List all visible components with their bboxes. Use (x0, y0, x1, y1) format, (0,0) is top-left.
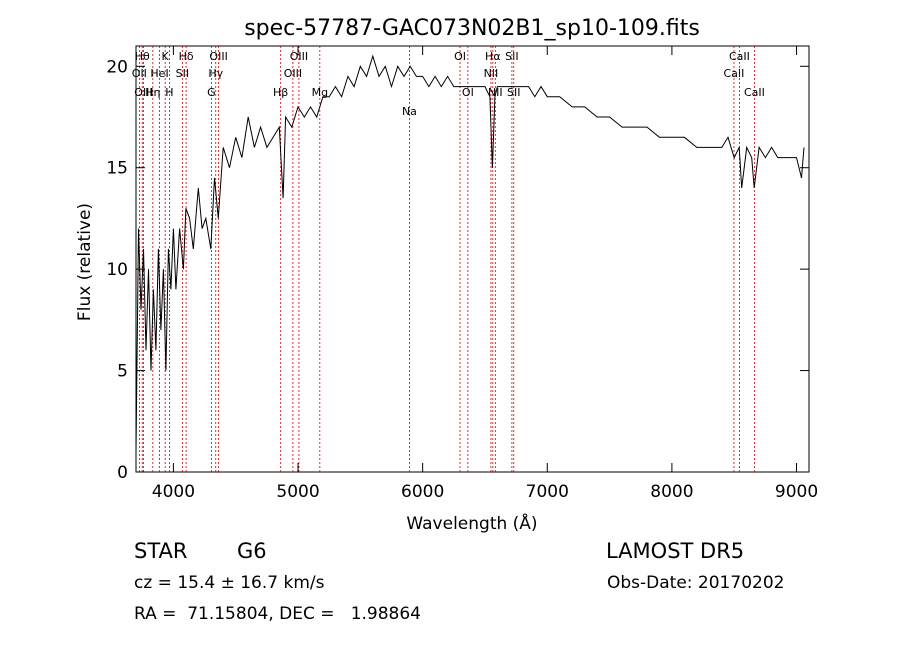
line-marker-label: Hθ (135, 50, 150, 63)
line-marker-label: Hη (145, 86, 160, 99)
y-tick-label: 20 (106, 57, 128, 77)
line-marker-label: OIII (290, 50, 308, 63)
line-marker-label: Hβ (273, 86, 288, 99)
y-tick-label: 0 (117, 463, 128, 483)
x-tick-label: 6000 (401, 482, 444, 502)
line-marker-label: SII (505, 50, 518, 63)
line-markers: HθOIIOIIIHηHeIKHSIIHδGHγOIIIHβOIIIOIIIMg… (132, 46, 765, 472)
line-marker-label: CaII (724, 67, 745, 80)
line-marker-label: OI (454, 50, 466, 63)
observation-date: Obs-Date: 20170202 (607, 573, 785, 593)
line-marker-label: CaII (744, 86, 765, 99)
line-marker-label: G (207, 86, 216, 99)
x-tick-label: 8000 (650, 482, 693, 502)
survey-name: LAMOST DR5 (606, 539, 745, 563)
x-tick-label: 7000 (526, 482, 569, 502)
redshift-readout: cz = 15.4 ± 16.7 km/s (134, 573, 325, 593)
line-marker-label: K (162, 50, 170, 63)
line-marker-label: Hα (485, 50, 501, 63)
line-marker-label: NII (488, 86, 503, 99)
line-marker-label: OIII (209, 50, 227, 63)
axis-ticks: 4000 5000 6000 7000 8000 9000 0 5 10 15 20 (106, 46, 818, 502)
x-tick-label: 5000 (276, 482, 319, 502)
line-marker-label: CaII (729, 50, 750, 63)
line-marker-label: Hδ (179, 50, 194, 63)
line-marker-label: OIII (284, 67, 302, 80)
line-marker-label: HeI (150, 67, 168, 80)
line-marker-label: SII (176, 67, 189, 80)
line-marker-label: OIII (134, 86, 152, 99)
object-type: STAR (134, 539, 188, 563)
x-axis-label: Wavelength (Å) (406, 512, 537, 534)
y-tick-label: 10 (106, 260, 128, 280)
line-marker-label: H (165, 86, 173, 99)
line-marker-label: SII (507, 86, 520, 99)
line-marker-label: OI (462, 86, 474, 99)
object-subclass: G6 (237, 539, 267, 563)
y-tick-label: 5 (117, 362, 128, 382)
line-marker-label: Hγ (208, 67, 223, 80)
chart-title: spec-57787-GAC073N02B1_sp10-109.fits (244, 16, 700, 41)
line-marker-label: NII (484, 67, 499, 80)
coordinates-readout: RA = 71.15804, DEC = 1.98864 (134, 604, 421, 624)
line-marker-label: Mg (312, 86, 328, 99)
line-marker-label: OII (132, 67, 147, 80)
y-tick-label: 15 (106, 159, 128, 179)
x-tick-label: 9000 (775, 482, 818, 502)
line-marker-label: Na (402, 105, 417, 118)
plot-frame (135, 45, 810, 473)
y-axis-label: Flux (relative) (75, 203, 95, 321)
spectrum-line (135, 54, 805, 452)
x-tick-label: 4000 (152, 482, 195, 502)
